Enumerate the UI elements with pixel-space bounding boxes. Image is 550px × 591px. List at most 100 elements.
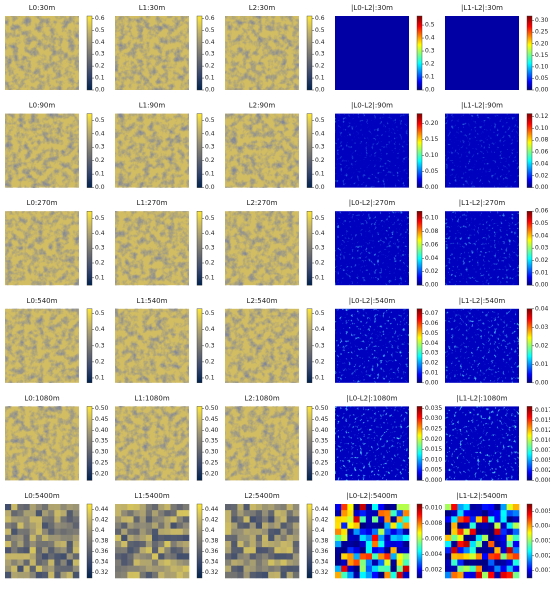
image-cell bbox=[225, 541, 232, 548]
colorbar-tick-label: 0.6 bbox=[205, 15, 215, 22]
image-cell bbox=[506, 547, 514, 554]
image-cell bbox=[158, 528, 165, 536]
image-cell bbox=[347, 559, 354, 566]
image-cell bbox=[372, 522, 379, 529]
image-cell bbox=[170, 510, 177, 517]
colorbar-tick-label: 0.0 bbox=[95, 87, 105, 94]
image-cell bbox=[463, 541, 470, 548]
image-cell bbox=[17, 559, 24, 566]
image-cell bbox=[29, 504, 37, 511]
image-cell bbox=[359, 522, 367, 529]
image-cell bbox=[176, 534, 184, 542]
image-cell bbox=[512, 559, 520, 566]
image-cell bbox=[390, 504, 397, 511]
colorbar bbox=[526, 210, 533, 286]
image-cell bbox=[60, 565, 67, 573]
colorbar bbox=[196, 113, 203, 188]
image bbox=[225, 211, 299, 286]
colorbar-tick-label: 0.4 bbox=[315, 130, 325, 137]
colorbar-tick-label: 0.01 bbox=[535, 269, 549, 276]
image-cell bbox=[35, 553, 43, 560]
image-cell bbox=[262, 541, 269, 548]
image-cell bbox=[29, 510, 37, 517]
image-cell bbox=[500, 571, 507, 579]
colorbar-tick-label: 0.1 bbox=[315, 75, 325, 82]
image-cell bbox=[23, 534, 30, 542]
panel-title: L0:30m bbox=[29, 4, 56, 12]
colorbar-tick-label: 0.34 bbox=[315, 559, 329, 566]
image-cell bbox=[402, 534, 410, 542]
image-cell bbox=[133, 547, 140, 554]
image-cell bbox=[335, 571, 342, 579]
colorbar-tick-label: 0.02 bbox=[535, 172, 549, 179]
image-cell bbox=[482, 522, 489, 529]
image-cell bbox=[372, 571, 379, 579]
image-cell bbox=[445, 565, 452, 573]
image-cell bbox=[384, 571, 391, 579]
image-cell bbox=[225, 553, 232, 560]
image-cell bbox=[29, 541, 37, 548]
panel-title: L1:90m bbox=[139, 102, 166, 110]
image bbox=[225, 308, 299, 383]
image-texture bbox=[335, 308, 409, 383]
image-cell bbox=[347, 571, 354, 579]
colorbar-tick-label: 0.020 bbox=[425, 436, 442, 443]
colorbar-tick-label: 0.32 bbox=[205, 569, 219, 576]
image-cell bbox=[29, 547, 37, 554]
colorbar-tick-label: 0.30 bbox=[535, 17, 549, 24]
image-cell bbox=[335, 516, 342, 523]
image-cell bbox=[286, 565, 294, 573]
image-cell bbox=[469, 547, 477, 554]
image-cell bbox=[359, 559, 367, 566]
image-cell bbox=[152, 516, 159, 523]
image-cell bbox=[445, 522, 452, 529]
image-cell bbox=[170, 528, 177, 536]
image-cell bbox=[451, 559, 458, 566]
image-cell bbox=[133, 534, 140, 542]
colorbar-tick-label: 0.05 bbox=[425, 168, 439, 175]
image-cell bbox=[176, 522, 184, 529]
image-cell bbox=[268, 528, 275, 536]
image-cell bbox=[249, 553, 257, 560]
image bbox=[115, 308, 189, 383]
image-cell bbox=[29, 571, 37, 579]
image-cell bbox=[243, 522, 250, 529]
image-cell bbox=[152, 534, 159, 542]
image-cell bbox=[152, 559, 159, 566]
image-cell bbox=[384, 541, 391, 548]
image-cell bbox=[475, 553, 483, 560]
image-cell bbox=[42, 516, 49, 523]
image-cell bbox=[365, 559, 373, 566]
image-cell bbox=[274, 504, 281, 511]
image-cell bbox=[445, 571, 452, 579]
image-cell bbox=[35, 541, 43, 548]
image-cell bbox=[72, 510, 80, 517]
colorbar bbox=[86, 113, 93, 188]
image-cell bbox=[390, 571, 397, 579]
image-cell bbox=[451, 528, 458, 536]
colorbar-tick-label: 0.1 bbox=[205, 171, 215, 178]
image-cell bbox=[268, 541, 275, 548]
image-cell bbox=[359, 547, 367, 554]
image-cell bbox=[231, 534, 238, 542]
image-cell bbox=[54, 547, 61, 554]
image-cell bbox=[341, 516, 348, 523]
image-cell bbox=[262, 510, 269, 517]
colorbar-tick-label: 0.02 bbox=[425, 360, 439, 367]
image-cell bbox=[365, 522, 373, 529]
image bbox=[115, 211, 189, 286]
panel-title: L1:1080m bbox=[134, 394, 170, 402]
image-cell bbox=[512, 528, 520, 536]
image-cell bbox=[262, 504, 269, 511]
colorbar bbox=[306, 406, 313, 481]
colorbar-tick-label: 0.4 bbox=[205, 326, 215, 333]
image-cell bbox=[262, 559, 269, 566]
image-cell bbox=[402, 547, 410, 554]
image-cell bbox=[225, 516, 232, 523]
image-cell bbox=[396, 528, 404, 536]
image-cell bbox=[152, 541, 159, 548]
image-cell bbox=[121, 516, 128, 523]
colorbar-tick-label: 0.10 bbox=[425, 152, 439, 159]
colorbar-tick-label: 0.20 bbox=[425, 120, 439, 127]
